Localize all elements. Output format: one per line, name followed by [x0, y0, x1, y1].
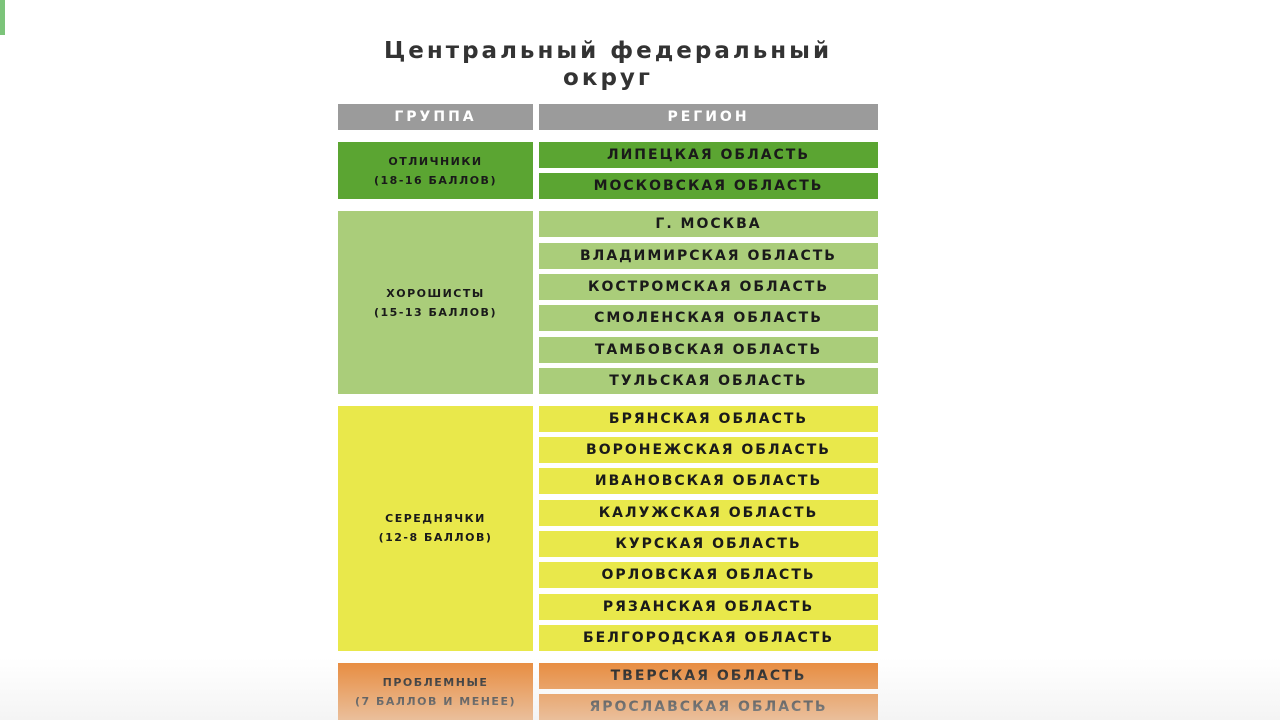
region-cell: ТАМБОВСКАЯ ОБЛАСТЬ — [539, 336, 878, 363]
region-cell: КАЛУЖСКАЯ ОБЛАСТЬ — [539, 499, 878, 526]
region-cell: ОРЛОВСКАЯ ОБЛАСТЬ — [539, 562, 878, 589]
region-cell: БЕЛГОРОДСКАЯ ОБЛАСТЬ — [539, 624, 878, 651]
region-cell: ТУЛЬСКАЯ ОБЛАСТЬ — [539, 367, 878, 394]
group-score: (15-13 БАЛЛОВ) — [374, 305, 497, 319]
region-cell: ИВАНОВСКАЯ ОБЛАСТЬ — [539, 468, 878, 495]
region-cell: СМОЛЕНСКАЯ ОБЛАСТЬ — [539, 305, 878, 332]
region-cell: ВЛАДИМИРСКАЯ ОБЛАСТЬ — [539, 242, 878, 269]
region-cell: ЛИПЕЦКАЯ ОБЛАСТЬ — [539, 142, 878, 168]
region-cell: КУРСКАЯ ОБЛАСТЬ — [539, 531, 878, 557]
title-line-2: округ — [563, 65, 653, 91]
region-cell: МОСКОВСКАЯ ОБЛАСТЬ — [539, 173, 878, 200]
region-cell: ТВЕРСКАЯ ОБЛАСТЬ — [539, 662, 878, 689]
corner-accent — [0, 0, 5, 35]
group-name: ХОРОШИСТЫ — [386, 286, 485, 300]
region-cell: БРЯНСКАЯ ОБЛАСТЬ — [539, 405, 878, 432]
group-score: (12-8 БАЛЛОВ) — [378, 531, 493, 545]
page-title: Центральный федеральный округ — [338, 38, 878, 92]
group-name: ОТЛИЧНИКИ — [388, 154, 483, 168]
region-cell: ЯРОСЛАВСКАЯ ОБЛАСТЬ — [539, 694, 878, 720]
group-score: (18-16 БАЛЛОВ) — [374, 173, 497, 187]
group-cell: ОТЛИЧНИКИ (18-16 БАЛЛОВ) — [338, 142, 533, 200]
region-cell: КОСТРОМСКАЯ ОБЛАСТЬ — [539, 273, 878, 300]
group-cell: ПРОБЛЕМНЫЕ (7 БАЛЛОВ И МЕНЕЕ) — [338, 662, 533, 720]
group-cell: СЕРЕДНЯЧКИ (12-8 БАЛЛОВ) — [338, 405, 533, 651]
header-group: ГРУППА — [338, 104, 533, 130]
group-score: (7 БАЛЛОВ И МЕНЕЕ) — [354, 694, 516, 708]
region-cell: ВОРОНЕЖСКАЯ ОБЛАСТЬ — [539, 437, 878, 464]
group-name: ПРОБЛЕМНЫЕ — [382, 675, 489, 689]
title-line-1: Центральный федеральный — [383, 38, 833, 64]
group-cell: ХОРОШИСТЫ (15-13 БАЛЛОВ) — [338, 211, 533, 394]
region-cell: Г. МОСКВА — [539, 211, 878, 238]
header-region: РЕГИОН — [539, 104, 878, 130]
region-cell: РЯЗАНСКАЯ ОБЛАСТЬ — [539, 593, 878, 620]
group-name: СЕРЕДНЯЧКИ — [385, 512, 486, 526]
